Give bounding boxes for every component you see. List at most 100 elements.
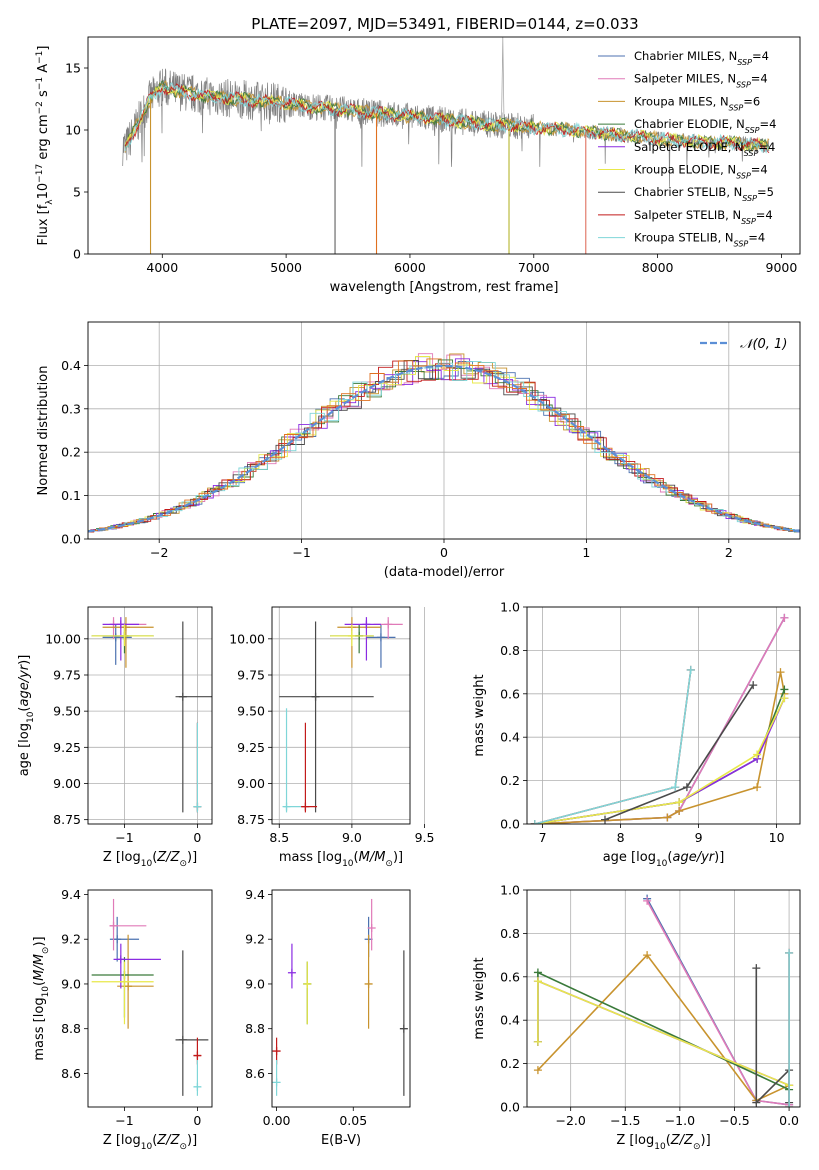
weight-line [534,617,786,824]
residual-histogram-panel: −2 −1 0 1 2 0.0 0.1 0.2 0.3 0.4 (data-model)/error… [36,321,801,580]
y-tick-label: 1.0 [500,883,520,898]
y-tick-label: 9.00 [237,776,265,791]
x-axis-label: Z [log10(Z/Z⊙)] [103,1133,197,1152]
weight-marker [530,820,539,824]
x-tick-label: 1 [582,545,590,560]
y-tick-label: 10.00 [229,631,265,646]
data-point [178,1035,187,1044]
weight-marker [686,665,695,674]
weight-line [534,697,786,824]
emission-spike [501,37,505,124]
axes-frame [87,606,213,825]
data-point [193,1051,202,1060]
x-tick-label: −2.0 [556,1113,586,1128]
data-point [178,692,187,701]
legend-label: Chabrier ELODIE, NSSP=4 [634,117,776,135]
data-point [399,1024,408,1033]
x-axis-label: (data-model)/error [384,565,505,580]
weight-marker [533,1037,542,1046]
x-tick-label: 8 [617,830,625,845]
legend: Chabrier MILES, NSSP=4 Salpeter MILES, NS… [598,49,776,248]
y-tick-label: 8.75 [53,812,81,827]
data-point [376,633,385,642]
y-tick-label: 9.00 [53,776,81,791]
legend-label: Salpeter MILES, NSSP=4 [634,72,768,90]
y-axis-label: Normed distribution [36,366,51,496]
legend-label: 𝒩(0, 1) [740,337,787,352]
plot-area [530,613,789,824]
y-tick-label: 10 [65,123,81,138]
data-point [116,620,125,629]
weight-line [537,953,790,1102]
mass-vs-extinction-panel: 0.00 0.05 8.6 8.8 9.0 9.2 9.4 E(B-V) [245,887,411,1148]
y-tick-label: 8.6 [61,1066,81,1081]
x-tick-label: −0.5 [719,1113,749,1128]
y-tick-label: 0.0 [500,817,520,832]
weight-line [534,669,692,824]
weight-line [646,898,790,1106]
x-tick-label: 9.0 [342,830,362,845]
plot-area [272,898,408,1096]
weight-marker [752,964,761,973]
y-tick-label: 0.2 [500,1056,520,1071]
weight-marker [785,948,794,957]
axes-frame [526,889,801,1108]
data-point [282,802,291,811]
y-tick-label: 9.2 [245,932,265,947]
y-tick-label: 0.2 [61,445,81,460]
age-vs-mass-panel: 8.5 9.0 9.5 8.75 9.00 9.25 9.50 9.75 10.00 mass [… [229,606,435,869]
x-tick-label: 0 [193,830,201,845]
x-tick-label: 0.0 [779,1113,799,1128]
y-tick-label: 0.0 [61,532,81,547]
model-spectrum [124,80,769,152]
weight-marker [663,813,672,822]
x-tick-label: 9.5 [415,830,435,845]
residual-histogram [88,360,800,532]
weight-marker [643,951,652,960]
plot-area [122,37,770,254]
x-axis-label: wavelength [Angstrom, rest frame] [330,280,559,295]
y-tick-label: 0.8 [500,643,520,658]
x-tick-label: 5000 [270,260,302,275]
weight-line [534,617,786,824]
x-tick-label: 9000 [766,260,798,275]
x-tick-label: −1 [115,830,133,845]
data-point [272,1078,281,1087]
mass-weight-vs-metallicity-panel: −2.0 −1.5 −1.0 −0.5 0.0 0.0 0.2 0.4 0.6 0.8 1.0 mas… [472,883,801,1152]
weight-marker [533,977,542,986]
data-point [303,979,312,988]
weight-marker [780,613,789,622]
axes-frame [87,889,213,1108]
x-axis-label: Z [log10(Z/Z⊙)] [103,850,197,869]
y-axis-label: mass weight [472,957,487,1039]
y-tick-label: 5 [73,185,81,200]
plot-area [533,894,794,1107]
x-tick-label: 4000 [146,260,178,275]
y-tick-label: 0.1 [61,488,81,503]
data-point [113,935,122,944]
data-point [120,631,129,640]
x-tick-label: 8000 [642,260,674,275]
x-tick-label: −1.5 [610,1113,640,1128]
x-tick-label: 7000 [518,260,550,275]
data-point [116,955,125,964]
x-tick-label: 6000 [394,260,426,275]
x-tick-label: −2 [150,545,168,560]
plot-area [91,898,209,1096]
weight-marker [643,896,652,905]
legend-label: Chabrier STELIB, NSSP=5 [634,185,774,203]
weight-marker [780,694,789,703]
y-tick-label: 9.50 [53,704,81,719]
weight-marker [533,1066,542,1075]
weight-line [537,979,790,1087]
data-point [301,802,310,811]
weight-marker [776,668,785,677]
data-point [364,979,373,988]
data-point [193,1082,202,1091]
y-tick-label: 9.75 [237,667,265,682]
data-point [311,692,320,701]
plot-area [88,353,800,534]
y-tick-label: 0.2 [500,773,520,788]
data-point [347,631,356,640]
